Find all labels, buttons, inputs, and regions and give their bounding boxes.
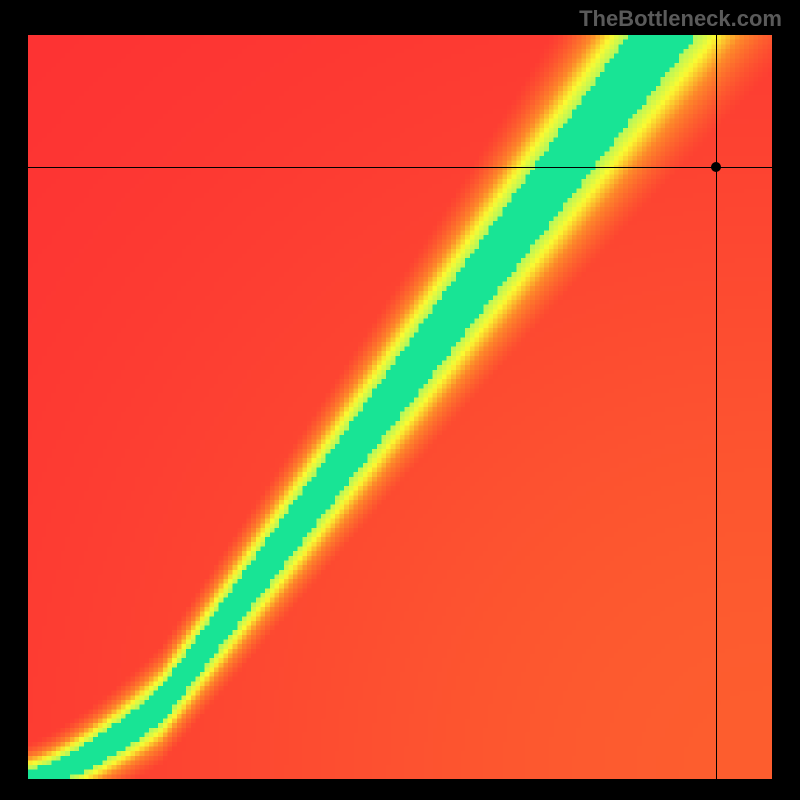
heatmap-plot [28, 35, 772, 779]
watermark-text: TheBottleneck.com [579, 6, 782, 32]
heatmap-canvas [28, 35, 772, 779]
